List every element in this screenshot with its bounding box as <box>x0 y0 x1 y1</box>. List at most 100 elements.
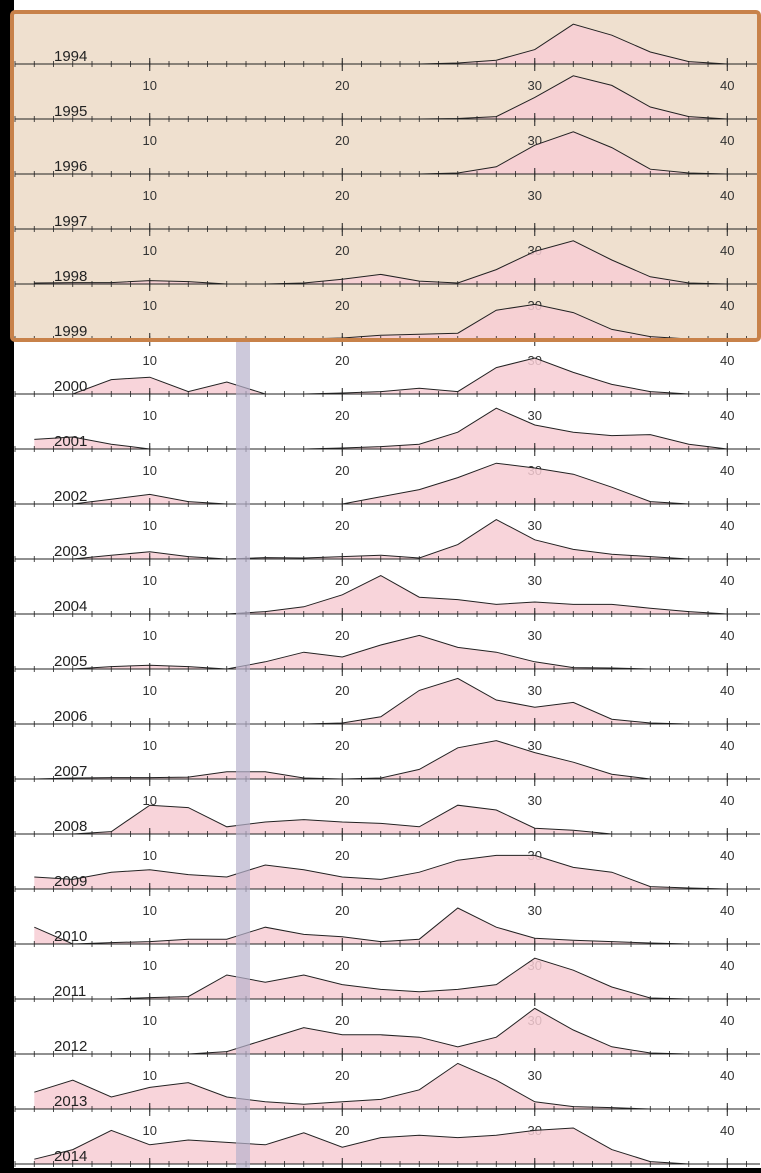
x-tick-label: 10 <box>143 133 157 148</box>
x-tick-label: 30 <box>528 78 542 93</box>
x-tick-label: 30 <box>528 188 542 203</box>
series-label: 2005 <box>54 653 87 670</box>
x-tick-label: 20 <box>335 133 349 148</box>
x-tick-label: 10 <box>143 903 157 918</box>
x-tick-label: 10 <box>143 78 157 93</box>
x-tick-label: 20 <box>335 1068 349 1083</box>
series-label: 1998 <box>54 268 87 285</box>
x-tick-label: 40 <box>720 793 734 808</box>
x-tick-label: 20 <box>335 738 349 753</box>
x-tick-label: 40 <box>720 738 734 753</box>
x-tick-label: 20 <box>335 628 349 643</box>
series-label: 2008 <box>54 818 87 835</box>
x-tick-label: 30 <box>528 628 542 643</box>
ridge-area <box>34 1008 728 1054</box>
x-tick-label: 40 <box>720 518 734 533</box>
x-tick-label: 30 <box>528 738 542 753</box>
ridge-area <box>34 678 728 724</box>
series-label: 2004 <box>54 598 87 615</box>
series-label: 2010 <box>54 928 87 945</box>
x-tick-label: 20 <box>335 1013 349 1028</box>
highlight-box <box>10 10 761 342</box>
series-label: 2000 <box>54 378 87 395</box>
series-label: 2011 <box>54 983 86 1000</box>
series-label: 2012 <box>54 1038 87 1055</box>
ridge-line <box>34 462 728 505</box>
ridge-line <box>34 854 728 890</box>
series-label: 2014 <box>54 1148 87 1165</box>
x-tick-label: 20 <box>335 188 349 203</box>
x-tick-label: 20 <box>335 298 349 313</box>
x-tick-label: 20 <box>335 1123 349 1138</box>
x-tick-label: 40 <box>720 408 734 423</box>
series-label: 2013 <box>54 1093 87 1110</box>
x-tick-label: 10 <box>143 408 157 423</box>
series-label: 2009 <box>54 873 87 890</box>
ridge-area <box>34 635 728 669</box>
x-tick-label: 10 <box>143 463 157 478</box>
x-tick-label: 10 <box>143 518 157 533</box>
x-tick-label: 30 <box>528 1068 542 1083</box>
x-tick-label: 10 <box>143 1068 157 1083</box>
x-tick-label: 40 <box>720 463 734 478</box>
ridge-area <box>34 855 728 889</box>
series-label: 1997 <box>54 213 87 230</box>
ridge-area <box>34 1128 728 1164</box>
x-tick-label: 30 <box>528 903 542 918</box>
x-tick-label: 30 <box>528 793 542 808</box>
x-tick-label: 40 <box>720 1013 734 1028</box>
x-tick-label: 40 <box>720 243 734 258</box>
ridge-line <box>34 1127 728 1165</box>
x-tick-label: 20 <box>335 243 349 258</box>
x-tick-label: 40 <box>720 848 734 863</box>
x-tick-label: 30 <box>528 573 542 588</box>
vertical-band <box>236 342 250 1168</box>
x-tick-label: 10 <box>143 628 157 643</box>
x-tick-label: 20 <box>335 793 349 808</box>
x-tick-label: 40 <box>720 628 734 643</box>
x-tick-label: 10 <box>143 573 157 588</box>
series-label: 2006 <box>54 708 87 725</box>
ridge-area <box>34 358 728 394</box>
x-tick-label: 10 <box>143 188 157 203</box>
x-tick-label: 20 <box>335 518 349 533</box>
rows: 10 20 30 40 1994 10 20 30 40 1995 10 20 30 40 1996 10 20… <box>14 23 760 1171</box>
ridge-area <box>34 463 728 504</box>
series-label: 2002 <box>54 488 87 505</box>
x-tick-label: 10 <box>143 353 157 368</box>
x-tick-label: 10 <box>143 1013 157 1028</box>
ridge-area <box>34 519 728 559</box>
x-tick-label: 40 <box>720 188 734 203</box>
series-label: 1999 <box>54 323 87 340</box>
x-tick-label: 10 <box>143 958 157 973</box>
x-tick-label: 20 <box>335 573 349 588</box>
series-label: 2001 <box>54 433 87 450</box>
ridge-area <box>34 805 728 834</box>
x-tick-label: 10 <box>143 1123 157 1138</box>
series-label: 2007 <box>54 763 87 780</box>
ridge-area <box>34 24 728 64</box>
ridge-area <box>34 1063 728 1109</box>
x-tick-label: 30 <box>528 408 542 423</box>
x-tick-label: 10 <box>143 738 157 753</box>
x-tick-label: 20 <box>335 903 349 918</box>
x-tick-label: 30 <box>528 683 542 698</box>
ridge-area <box>34 304 728 339</box>
x-tick-label: 20 <box>335 78 349 93</box>
series-label: 2003 <box>54 543 87 560</box>
x-tick-label: 20 <box>335 683 349 698</box>
x-tick-label: 40 <box>720 78 734 93</box>
ridge-area <box>34 131 728 174</box>
x-tick-label: 10 <box>143 683 157 698</box>
x-tick-label: 40 <box>720 298 734 313</box>
ridge-line <box>34 519 728 560</box>
x-tick-label: 10 <box>143 848 157 863</box>
x-tick-label: 40 <box>720 353 734 368</box>
ridge-area <box>34 240 728 284</box>
ridge-area <box>34 740 728 779</box>
x-tick-label: 10 <box>143 793 157 808</box>
x-tick-label: 40 <box>720 958 734 973</box>
highlight-fill <box>12 12 759 340</box>
x-tick-label: 10 <box>143 243 157 258</box>
